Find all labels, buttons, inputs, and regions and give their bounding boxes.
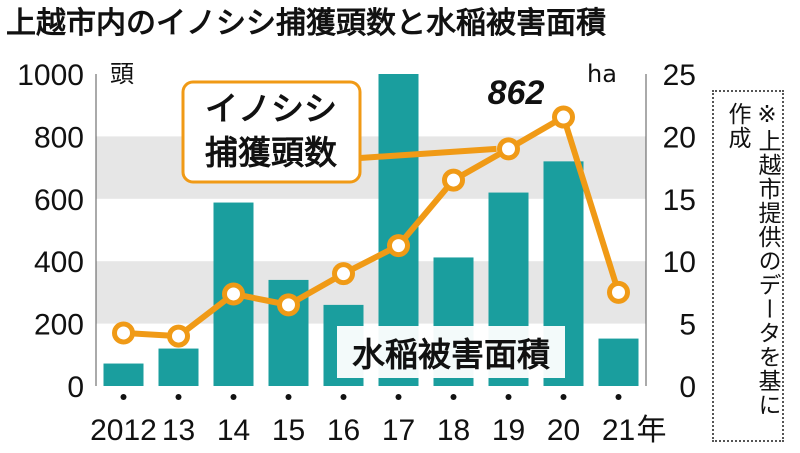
x-tick-dot [450, 394, 457, 400]
x-tick-label: 17 [382, 414, 415, 447]
source-note-box: ※上越市提供のデータを基に作成 [712, 90, 784, 442]
line-label-leader [359, 145, 497, 161]
series-labels: イノシシ 捕獲頭数 水稲被害面積 862 [181, 74, 565, 378]
chart-title: 上越市内のイノシシ捕獲頭数と水稲被害面積 [6, 6, 606, 41]
line-point [497, 137, 520, 161]
x-tick-label: 14 [217, 414, 250, 447]
year-suffix: 年 [637, 413, 667, 448]
bar-label-bg [337, 326, 565, 378]
x-tick-label: 20 [547, 414, 580, 447]
line-point [387, 234, 410, 258]
x-axis: 2012 13 14 15 16 17 18 19 20 21 [90, 394, 635, 447]
left-tick-label: 600 [34, 184, 84, 217]
x-tick-label: 21 [602, 414, 635, 447]
x-tick-dot [615, 394, 622, 400]
x-tick-label: 15 [272, 414, 305, 447]
x-tick-dot [175, 394, 182, 400]
line-point [332, 262, 355, 286]
left-tick-label: 0 [67, 371, 84, 404]
right-tick-label: 15 [663, 184, 696, 217]
right-tick-label: 20 [663, 121, 696, 154]
source-note: ※上越市提供のデータを基に作成 [724, 102, 780, 417]
line-point [552, 105, 575, 129]
x-tick-label: 19 [492, 414, 525, 447]
line-point [112, 321, 135, 345]
x-tick-dot [560, 394, 567, 400]
right-tick-label: 25 [663, 59, 696, 92]
x-tick-dot [395, 394, 402, 400]
x-tick-label: 2012 [90, 414, 157, 447]
bar-series-label: 水稲被害面積 [352, 335, 550, 374]
x-tick-label: 18 [437, 414, 470, 447]
line-series [112, 105, 630, 348]
line-point [607, 280, 630, 304]
left-tick-label: 800 [34, 121, 84, 154]
line-point [222, 282, 245, 306]
right-axis: 0 5 10 15 20 25 [663, 59, 696, 404]
line-label-box [181, 80, 362, 184]
right-unit-label: ha [587, 60, 617, 88]
right-tick-label: 5 [679, 309, 696, 342]
left-tick-label: 1000 [17, 59, 84, 92]
left-axis: 0 200 400 600 800 1000 [17, 59, 84, 404]
bar [103, 363, 144, 386]
x-tick-label: 16 [327, 414, 360, 447]
line-series-label-line1: イノシシ [205, 89, 337, 128]
x-tick-label: 13 [162, 414, 195, 447]
line-point [167, 324, 190, 348]
line-point [442, 168, 465, 192]
bar [598, 338, 639, 386]
line-series-label-line2: 捕獲頭数 [205, 133, 338, 172]
left-tick-label: 200 [34, 309, 84, 342]
right-tick-label: 10 [663, 246, 696, 279]
x-tick-dot [505, 394, 512, 400]
line-path [123, 114, 622, 340]
peak-annotation: 862 [488, 74, 545, 112]
line-point [277, 293, 300, 317]
right-tick-label: 0 [679, 371, 696, 404]
x-tick-dot [340, 394, 347, 400]
left-tick-label: 400 [34, 246, 84, 279]
x-tick-dot [285, 394, 292, 400]
x-tick-dot [120, 394, 127, 400]
bar [158, 348, 199, 386]
left-unit-label: 頭 [110, 60, 134, 88]
x-tick-dot [230, 394, 237, 400]
